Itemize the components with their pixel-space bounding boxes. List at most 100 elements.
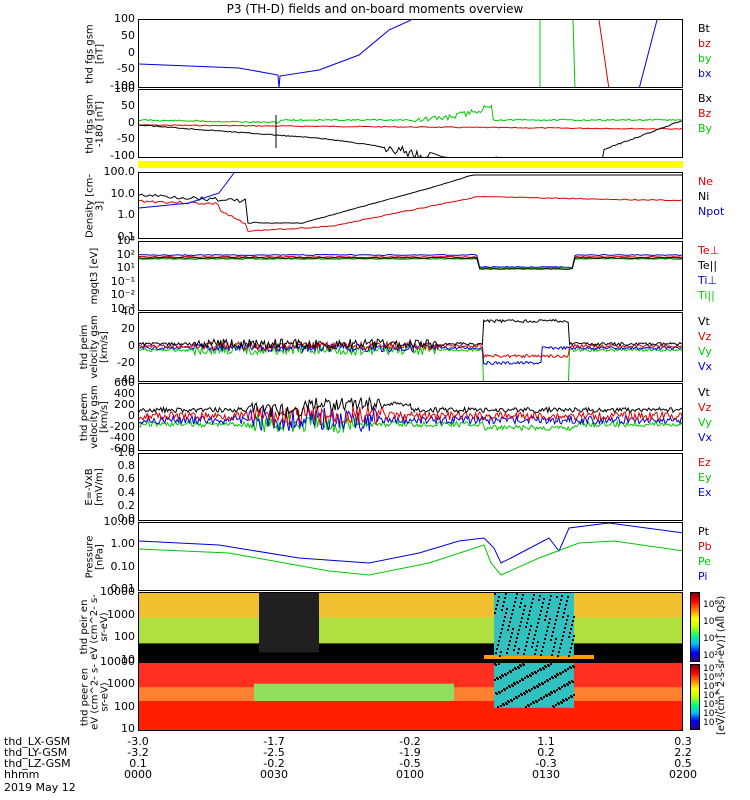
noise-pixel <box>565 623 567 625</box>
noise-pixel <box>498 640 500 642</box>
noise-pixel <box>558 651 560 653</box>
legend-entry: by <box>698 52 712 65</box>
noise-pixel <box>528 633 530 635</box>
noise-pixel <box>531 646 533 648</box>
panel-fgs <box>138 19 683 88</box>
peim-ytick: 40 <box>121 305 135 318</box>
noise-pixel <box>568 655 570 657</box>
noise-pixel <box>544 619 546 621</box>
fgs_rot-ytick: -50 <box>117 132 135 146</box>
chart-title: P3 (TH-D) fields and on-board moments ov… <box>226 2 524 16</box>
noise-pixel <box>536 626 538 628</box>
legend-entry: Te⊥ <box>698 244 720 257</box>
fgs_rot-ytick: 0 <box>128 115 135 129</box>
noise-pixel <box>552 631 554 633</box>
panel-pressure <box>138 522 683 591</box>
noise-pixel <box>504 616 506 618</box>
noise-pixel <box>500 632 502 634</box>
noise-pixel <box>557 611 559 613</box>
noise-pixel <box>571 643 573 645</box>
noise-pixel <box>495 664 497 666</box>
noise-pixel <box>542 646 544 648</box>
noise-pixel <box>496 648 498 650</box>
peem-legend: Vt Vz Vy Vx <box>698 385 712 445</box>
peem-plot <box>139 396 682 434</box>
noise-pixel <box>518 695 520 697</box>
noise-pixel <box>537 641 539 643</box>
noise-pixel <box>532 642 534 644</box>
temp-legend: Te⊥ Te|| Ti⊥ Ti|| <box>698 243 719 303</box>
x-tick-label: -1.7 <box>263 735 285 748</box>
noise-pixel <box>558 703 560 705</box>
noise-pixel <box>557 674 559 676</box>
noise-pixel <box>573 694 575 696</box>
peem-ytick: 200 <box>114 398 135 411</box>
peim-ytick: 20 <box>121 322 135 335</box>
noise-pixel <box>518 667 520 669</box>
noise-pixel <box>530 675 532 677</box>
colorbar-tick: 10⁴ <box>703 634 719 644</box>
noise-pixel <box>524 693 526 695</box>
legend-entry: By <box>698 122 713 135</box>
noise-pixel <box>567 596 569 598</box>
fgs-ytick: 50 <box>121 28 135 42</box>
noise-pixel <box>516 697 518 699</box>
efield-ytick: 0.6 <box>117 472 136 486</box>
colorbar-tick: 10⁴ <box>703 691 719 701</box>
x-tick-label: -0.3 <box>535 757 557 770</box>
noise-pixel <box>561 639 563 641</box>
noise-pixel <box>562 671 564 673</box>
noise-pixel <box>559 647 561 649</box>
peer-mid-band <box>254 683 454 701</box>
x-tick-label: 0.3 <box>674 735 692 748</box>
noise-pixel <box>499 636 501 638</box>
noise-pixel <box>497 600 499 602</box>
peim-legend: Vt Vz Vy Vx <box>698 314 712 374</box>
noise-pixel <box>573 666 575 668</box>
noise-pixel <box>553 706 555 708</box>
colorbar-tick: 10³ <box>703 700 719 710</box>
peer-high-band <box>139 663 682 688</box>
noise-pixel <box>500 705 502 707</box>
bz-line <box>598 20 610 87</box>
noise-pixel <box>571 624 573 626</box>
noise-pixel <box>501 628 503 630</box>
noise-pixel <box>524 649 526 651</box>
noise-pixel <box>509 640 511 642</box>
noise-pixel <box>550 663 552 665</box>
noise-pixel <box>503 704 505 706</box>
noise-pixel <box>549 678 551 680</box>
noise-pixel <box>560 643 562 645</box>
noise-pixel <box>515 597 517 599</box>
Bz-line <box>139 124 682 130</box>
legend-entry: Ez <box>698 456 711 469</box>
x-tick-label: 0100 <box>396 768 424 781</box>
fgs_rot-ytick: 50 <box>121 98 135 112</box>
noise-pixel <box>521 694 523 696</box>
noise-pixel <box>537 622 539 624</box>
temp-ytick: 10¹ <box>116 261 135 275</box>
noise-pixel <box>565 604 567 606</box>
pressure-ytick: 10.00 <box>103 515 136 528</box>
noise-pixel <box>539 595 541 597</box>
peir-dropout <box>259 593 319 653</box>
peir-high-band <box>139 593 682 618</box>
x-tick-label: 0200 <box>669 768 697 781</box>
By-line <box>139 104 682 124</box>
x-tick-label: 0000 <box>124 768 152 781</box>
efield-ytick: 1.0 <box>117 446 136 459</box>
noise-pixel <box>563 631 565 633</box>
noise-pixel <box>512 628 514 630</box>
noise-pixel <box>556 596 558 598</box>
noise-pixel <box>512 685 514 687</box>
noise-pixel <box>545 615 547 617</box>
noise-pixel <box>503 601 505 603</box>
legend-entry: Ne <box>698 175 713 188</box>
noise-pixel <box>567 668 569 670</box>
density-ylabel: Density [cm-3] <box>84 173 105 238</box>
noise-pixel <box>501 609 503 611</box>
x-tick-label: -0.2 <box>399 735 421 748</box>
noise-pixel <box>570 628 572 630</box>
noise-pixel <box>545 634 547 636</box>
fgs-legend: Bt bz by bx <box>698 21 712 81</box>
